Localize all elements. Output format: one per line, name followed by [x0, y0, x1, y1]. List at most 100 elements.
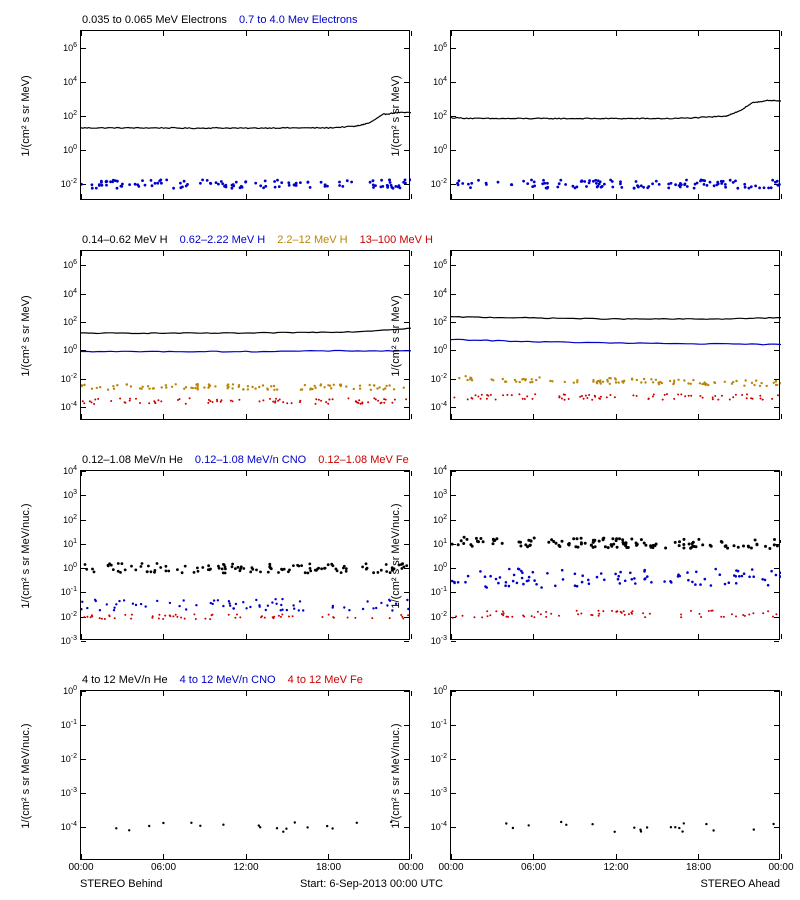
plot-area	[451, 31, 781, 201]
series-scatter	[115, 821, 392, 833]
ytick: 10-1	[417, 719, 447, 730]
legend-item: 4 to 12 MeV/n He	[82, 674, 168, 686]
legend-row-1: 0.14–0.62 MeV H 0.62–2.22 MeV H 2.2–12 MeV…	[82, 234, 445, 246]
ytick: 102	[417, 514, 447, 525]
legend-item: 4 to 12 MeV Fe	[288, 674, 363, 686]
legend-row-2: 0.12–1.08 MeV/n He 0.12–1.08 MeV/n CNO 0.1…	[82, 454, 421, 466]
legend-item: 0.14–0.62 MeV H	[82, 234, 168, 246]
plot-area	[451, 251, 781, 421]
xtick: 06:00	[151, 862, 176, 873]
ytick: 10-2	[47, 611, 77, 622]
ytick: 102	[47, 316, 77, 327]
series-line	[81, 351, 411, 353]
panel-r2-c0: 10-310-210-11001011021031041/(cm² s sr M…	[80, 470, 410, 640]
ytick: 10-4	[47, 821, 77, 832]
ylabel: 1/(cm² s sr MeV)	[20, 276, 32, 396]
series-line	[81, 112, 411, 129]
xtick: 12:00	[233, 862, 258, 873]
series-scatter	[83, 613, 409, 620]
ytick: 104	[47, 288, 77, 299]
ytick: 101	[47, 538, 77, 549]
ytick: 101	[417, 538, 447, 549]
ytick: 100	[417, 562, 447, 573]
xtick: 12:00	[603, 862, 628, 873]
panel-r3-c0: 10-410-310-210-11001/(cm² s sr MeV/nuc.)…	[80, 690, 410, 860]
series-scatter	[81, 383, 405, 391]
legend-item: 0.62–2.22 MeV H	[180, 234, 266, 246]
ylabel: 1/(cm² s sr MeV/nuc.)	[390, 496, 402, 616]
panel-r1-c0: 10-410-21001021041061/(cm² s sr MeV)	[80, 250, 410, 420]
ytick: 10-4	[417, 401, 447, 412]
legend-row-0: 0.035 to 0.065 MeV Electrons 0.7 to 4.0 M…	[82, 14, 370, 26]
ytick: 100	[47, 562, 77, 573]
ytick: 106	[47, 259, 77, 270]
panel-r0-c0: 10-21001021041061/(cm² s sr MeV)	[80, 30, 410, 200]
legend-item: 0.12–1.08 MeV Fe	[318, 454, 409, 466]
series-scatter	[452, 610, 778, 619]
series-line	[451, 100, 781, 119]
legend-item: 2.2–12 MeV H	[277, 234, 347, 246]
legend-item: 0.12–1.08 MeV/n CNO	[195, 454, 306, 466]
ytick: 10-4	[417, 821, 447, 832]
series-scatter	[81, 178, 411, 189]
plot-area	[81, 251, 411, 421]
ytick: 10-4	[47, 401, 77, 412]
ytick: 100	[417, 685, 447, 696]
ytick: 10-2	[417, 611, 447, 622]
ytick: 106	[47, 42, 77, 53]
ytick: 10-2	[47, 178, 77, 189]
plot-area	[81, 471, 411, 641]
series-scatter	[505, 821, 775, 833]
series-line	[451, 339, 781, 345]
xtick: 06:00	[521, 862, 546, 873]
xtick: 00:00	[438, 862, 463, 873]
ytick: 100	[417, 144, 447, 155]
ytick: 10-3	[47, 635, 77, 646]
ylabel: 1/(cm² s sr MeV/nuc.)	[20, 496, 32, 616]
xtick: 18:00	[686, 862, 711, 873]
ytick: 104	[417, 288, 447, 299]
bottom-right-label: STEREO Ahead	[701, 878, 781, 890]
ytick: 100	[47, 344, 77, 355]
ytick: 102	[47, 514, 77, 525]
ytick: 10-3	[417, 635, 447, 646]
bottom-left-label: STEREO Behind	[80, 878, 163, 890]
xtick: 00:00	[768, 862, 793, 873]
ytick: 100	[47, 144, 77, 155]
ytick: 102	[417, 316, 447, 327]
ytick: 10-2	[417, 373, 447, 384]
ytick: 10-1	[47, 586, 77, 597]
ytick: 10-2	[47, 373, 77, 384]
ytick: 104	[47, 76, 77, 87]
series-scatter	[456, 179, 781, 190]
ytick: 10-3	[417, 787, 447, 798]
series-scatter	[84, 562, 409, 574]
ylabel: 1/(cm² s sr MeV)	[390, 276, 402, 396]
ylabel: 1/(cm² s sr MeV)	[390, 56, 402, 176]
plot-area	[451, 691, 781, 861]
legend-item: 4 to 12 MeV/n CNO	[180, 674, 276, 686]
series-line	[451, 317, 781, 320]
plot-area	[81, 691, 411, 861]
ytick: 104	[417, 465, 447, 476]
ytick: 106	[417, 42, 447, 53]
ytick: 102	[47, 110, 77, 121]
ytick: 106	[417, 259, 447, 270]
ytick: 10-1	[47, 719, 77, 730]
legend-item: 0.7 to 4.0 Mev Electrons	[239, 14, 358, 26]
ytick: 10-2	[417, 753, 447, 764]
panel-r2-c1: 10-310-210-11001011021031041/(cm² s sr M…	[450, 470, 780, 640]
panel-r3-c1: 10-410-310-210-11001/(cm² s sr MeV/nuc.)…	[450, 690, 780, 860]
legend-item: 0.035 to 0.065 MeV Electrons	[82, 14, 227, 26]
series-scatter	[453, 393, 779, 401]
panel-r1-c1: 10-410-21001021041061/(cm² s sr MeV)	[450, 250, 780, 420]
ytick: 100	[47, 685, 77, 696]
ytick: 100	[417, 344, 447, 355]
ytick: 10-3	[47, 787, 77, 798]
series-scatter	[81, 598, 409, 612]
series-line	[81, 328, 411, 333]
ylabel: 1/(cm² s sr MeV/nuc.)	[20, 716, 32, 836]
bottom-center-label: Start: 6-Sep-2013 00:00 UTC	[300, 878, 443, 890]
ytick: 10-2	[417, 178, 447, 189]
legend-item: 0.12–1.08 MeV/n He	[82, 454, 183, 466]
